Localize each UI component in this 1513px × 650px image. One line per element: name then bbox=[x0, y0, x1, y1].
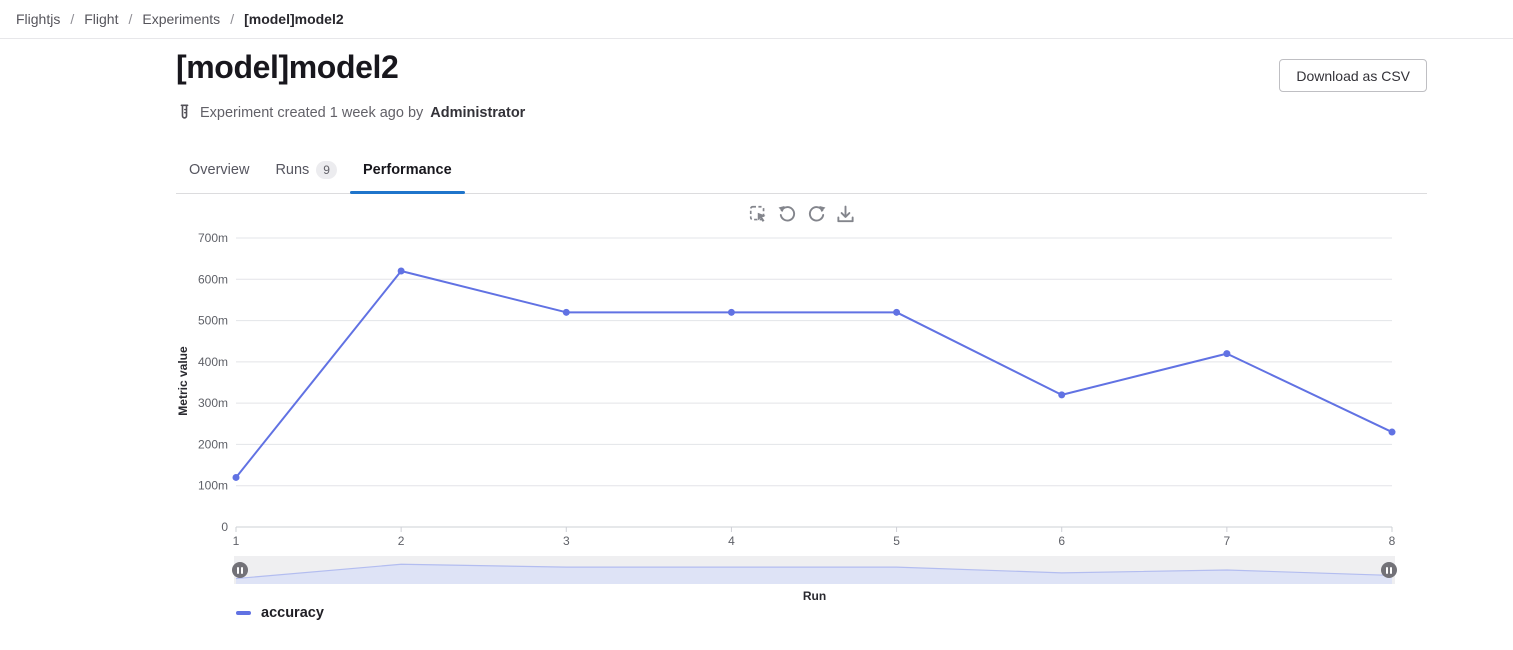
x-tick-label: 7 bbox=[1224, 534, 1231, 548]
legend-item-accuracy[interactable]: accuracy bbox=[236, 605, 324, 621]
download-csv-button[interactable]: Download as CSV bbox=[1279, 59, 1427, 92]
x-tick-label: 6 bbox=[1058, 534, 1065, 548]
x-tick-label: 1 bbox=[233, 534, 240, 548]
refresh-clockwise-icon bbox=[808, 205, 825, 222]
range-slider-track[interactable] bbox=[232, 556, 1397, 584]
y-tick-label: 100m bbox=[198, 479, 228, 493]
data-point[interactable] bbox=[727, 308, 735, 316]
breadcrumb-separator: / bbox=[128, 11, 133, 27]
y-tick-label: 600m bbox=[198, 272, 228, 286]
chart-export-button[interactable] bbox=[835, 204, 856, 225]
legend-line-swatch bbox=[236, 611, 251, 615]
range-slider-minimap bbox=[235, 563, 1393, 584]
x-axis-title: Run bbox=[802, 589, 827, 603]
breadcrumb-item-experiments[interactable]: Experiments bbox=[142, 11, 221, 27]
y-tick-label: 200m bbox=[198, 437, 228, 451]
x-tick-label: 4 bbox=[728, 534, 735, 548]
marquee-zoom-icon bbox=[749, 205, 765, 222]
tab-performance[interactable]: Performance bbox=[349, 148, 465, 194]
breadcrumb-item-flight[interactable]: Flight bbox=[84, 11, 119, 27]
breadcrumb: Flightjs / Flight / Experiments / [model… bbox=[0, 0, 1513, 39]
x-tick-label: 3 bbox=[563, 534, 570, 548]
y-axis-title: Metric value bbox=[176, 346, 190, 416]
tab-bar: Overview Runs 9 Performance bbox=[176, 148, 1427, 194]
data-point[interactable] bbox=[893, 308, 901, 316]
runs-count-badge: 9 bbox=[316, 161, 337, 179]
tab-overview-label: Overview bbox=[189, 162, 250, 178]
y-tick-label: 400m bbox=[198, 355, 228, 369]
experiment-meta: Experiment created 1 week ago by Adminis… bbox=[176, 104, 1427, 121]
experiment-test-tube-icon bbox=[180, 104, 189, 119]
breadcrumb-item-flightjs[interactable]: Flightjs bbox=[16, 11, 61, 27]
x-tick-label: 8 bbox=[1389, 534, 1396, 548]
legend-series-label: accuracy bbox=[261, 605, 324, 621]
y-tick-label: 700m bbox=[198, 231, 228, 245]
breadcrumb-item-current: [model]model2 bbox=[244, 11, 344, 27]
metrics-chart: 0 100m 200m 300m 400m 500m 600m 700m 1 2 3 4 5 6 7 8 Me… bbox=[176, 201, 1427, 633]
y-tick-label: 0 bbox=[221, 520, 228, 534]
chart-restore-button[interactable] bbox=[777, 204, 798, 225]
tab-performance-label: Performance bbox=[362, 162, 452, 178]
x-tick-label: 5 bbox=[893, 534, 900, 548]
line-chart-canvas[interactable]: 0 100m 200m 300m 400m 500m 600m 700m 1 2 3 4 5 6 7 8 bbox=[176, 229, 1423, 551]
data-point[interactable] bbox=[232, 473, 240, 481]
chart-toolbar bbox=[748, 204, 856, 225]
breadcrumb-separator: / bbox=[70, 11, 75, 27]
page-title: [model]model2 bbox=[176, 49, 399, 85]
y-tick-label: 300m bbox=[198, 396, 228, 410]
data-point[interactable] bbox=[1223, 350, 1231, 358]
chart-zoom-select-button[interactable] bbox=[748, 204, 769, 225]
experiment-author: Administrator bbox=[430, 104, 526, 121]
chart-refresh-button[interactable] bbox=[806, 204, 827, 225]
data-point[interactable] bbox=[397, 267, 405, 275]
y-tick-label: 500m bbox=[198, 314, 228, 328]
breadcrumb-separator: / bbox=[230, 11, 235, 27]
data-point[interactable] bbox=[1058, 391, 1066, 399]
range-slider-left-handle[interactable] bbox=[232, 562, 248, 578]
series-line bbox=[235, 270, 1393, 479]
range-slider-right-handle[interactable] bbox=[1381, 562, 1397, 578]
minimap-line bbox=[235, 563, 1393, 580]
data-point[interactable] bbox=[1388, 428, 1396, 436]
minimap-area bbox=[236, 564, 1392, 584]
x-tick-label: 2 bbox=[398, 534, 405, 548]
download-icon bbox=[836, 205, 854, 223]
tab-overview[interactable]: Overview bbox=[176, 148, 262, 193]
restore-counterclockwise-icon bbox=[778, 205, 795, 222]
experiment-meta-text: Experiment created 1 week ago by bbox=[200, 104, 424, 121]
tab-runs-label: Runs bbox=[275, 162, 310, 178]
tab-runs[interactable]: Runs 9 bbox=[262, 148, 350, 193]
data-point[interactable] bbox=[562, 308, 570, 316]
